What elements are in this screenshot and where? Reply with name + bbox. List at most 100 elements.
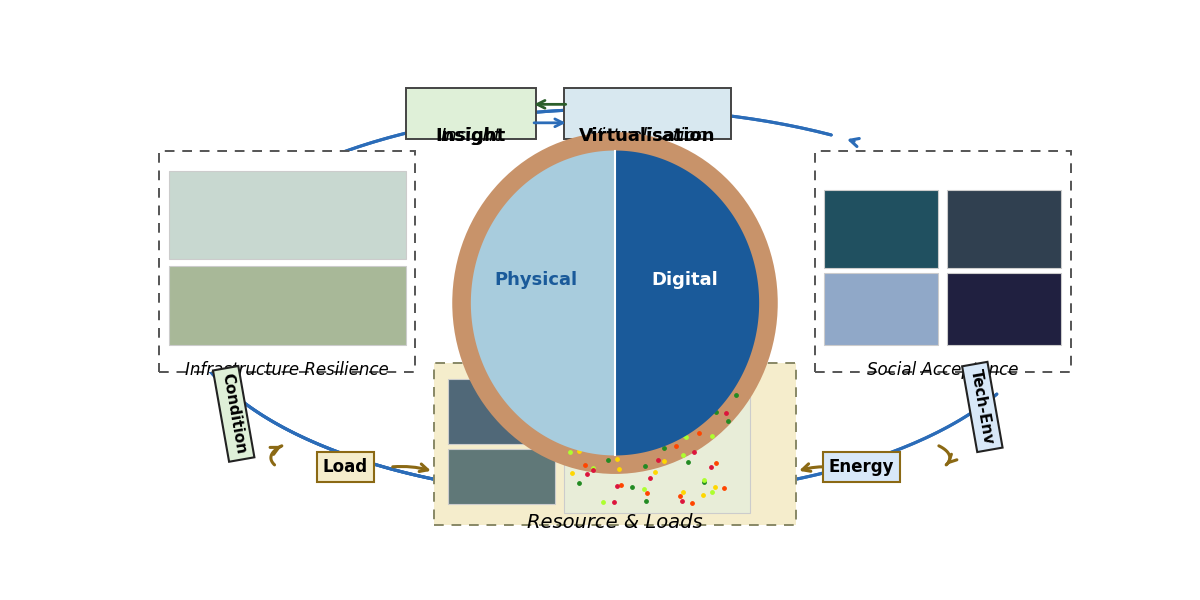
Point (641, 124, 660, 133)
Point (683, 98, 702, 107)
Text: Virtualisation: Virtualisation (580, 127, 715, 145)
Point (605, 100, 624, 109)
Point (583, 133, 602, 142)
Point (636, 100, 655, 110)
Point (598, 141, 617, 151)
Point (570, 119, 589, 128)
Point (641, 193, 660, 202)
Point (576, 136, 595, 146)
Point (577, 206, 596, 216)
Point (560, 149, 580, 159)
Point (673, 146, 692, 155)
Point (610, 133, 629, 142)
Point (625, 174, 644, 184)
Point (674, 166, 694, 175)
Point (679, 139, 698, 149)
Point (684, 149, 703, 159)
Ellipse shape (452, 132, 778, 474)
FancyBboxPatch shape (815, 151, 1070, 372)
Point (581, 183, 600, 193)
Point (574, 155, 593, 165)
Point (607, 142, 626, 152)
Point (634, 214, 653, 224)
FancyBboxPatch shape (948, 273, 1062, 344)
Point (692, 198, 712, 208)
Point (583, 131, 602, 141)
Point (646, 129, 665, 139)
Point (701, 215, 720, 225)
Point (654, 159, 673, 169)
Point (672, 101, 691, 110)
Point (683, 192, 702, 202)
Point (581, 153, 600, 163)
Point (575, 216, 594, 226)
Point (566, 212, 586, 221)
Point (637, 108, 656, 118)
Point (589, 167, 608, 177)
Point (702, 109, 721, 119)
Point (659, 193, 678, 202)
Point (694, 119, 713, 129)
Text: Energy: Energy (829, 458, 894, 476)
Text: Infrastructure Resilience: Infrastructure Resilience (185, 361, 389, 379)
Point (702, 166, 721, 175)
Point (635, 199, 654, 208)
FancyBboxPatch shape (168, 172, 406, 259)
Point (673, 110, 692, 119)
Point (577, 127, 596, 136)
Point (563, 128, 582, 137)
FancyBboxPatch shape (948, 190, 1062, 268)
FancyBboxPatch shape (564, 368, 750, 513)
Text: Condition: Condition (220, 372, 248, 455)
Point (707, 190, 726, 199)
FancyBboxPatch shape (824, 190, 938, 268)
Text: Resource & Loads: Resource & Loads (527, 513, 703, 532)
Point (670, 188, 689, 197)
Point (635, 136, 654, 145)
Text: Virtualisation: Virtualisation (588, 127, 707, 145)
Point (667, 155, 686, 164)
Point (644, 166, 664, 176)
Point (677, 164, 696, 174)
Point (599, 182, 618, 191)
Point (634, 112, 653, 122)
Text: Physical: Physical (494, 271, 577, 289)
Polygon shape (616, 151, 760, 455)
Point (629, 215, 648, 224)
Point (707, 138, 726, 148)
FancyBboxPatch shape (564, 88, 731, 139)
FancyBboxPatch shape (448, 449, 554, 504)
FancyBboxPatch shape (448, 379, 554, 444)
Point (679, 178, 698, 188)
Point (716, 188, 736, 198)
Text: Digital: Digital (652, 271, 718, 289)
Point (616, 164, 635, 174)
FancyBboxPatch shape (168, 266, 406, 344)
Point (623, 114, 642, 124)
Point (706, 114, 725, 124)
Point (690, 192, 709, 202)
Point (638, 184, 658, 194)
Point (701, 134, 720, 144)
FancyBboxPatch shape (160, 151, 415, 372)
Point (608, 164, 628, 173)
Point (648, 141, 667, 151)
Point (635, 174, 654, 184)
Point (575, 216, 594, 226)
Point (673, 173, 692, 183)
Polygon shape (470, 151, 616, 455)
Point (690, 169, 709, 178)
Point (697, 190, 716, 200)
FancyBboxPatch shape (433, 363, 797, 525)
Text: Insight: Insight (440, 127, 502, 145)
Point (691, 219, 710, 229)
Point (674, 212, 694, 221)
Point (630, 156, 649, 166)
Text: Tech-Env: Tech-Env (968, 368, 996, 446)
Text: Insight: Insight (436, 127, 506, 145)
Point (714, 113, 733, 122)
Point (593, 99, 612, 109)
Point (613, 154, 632, 163)
Point (594, 168, 613, 178)
FancyBboxPatch shape (824, 273, 938, 344)
